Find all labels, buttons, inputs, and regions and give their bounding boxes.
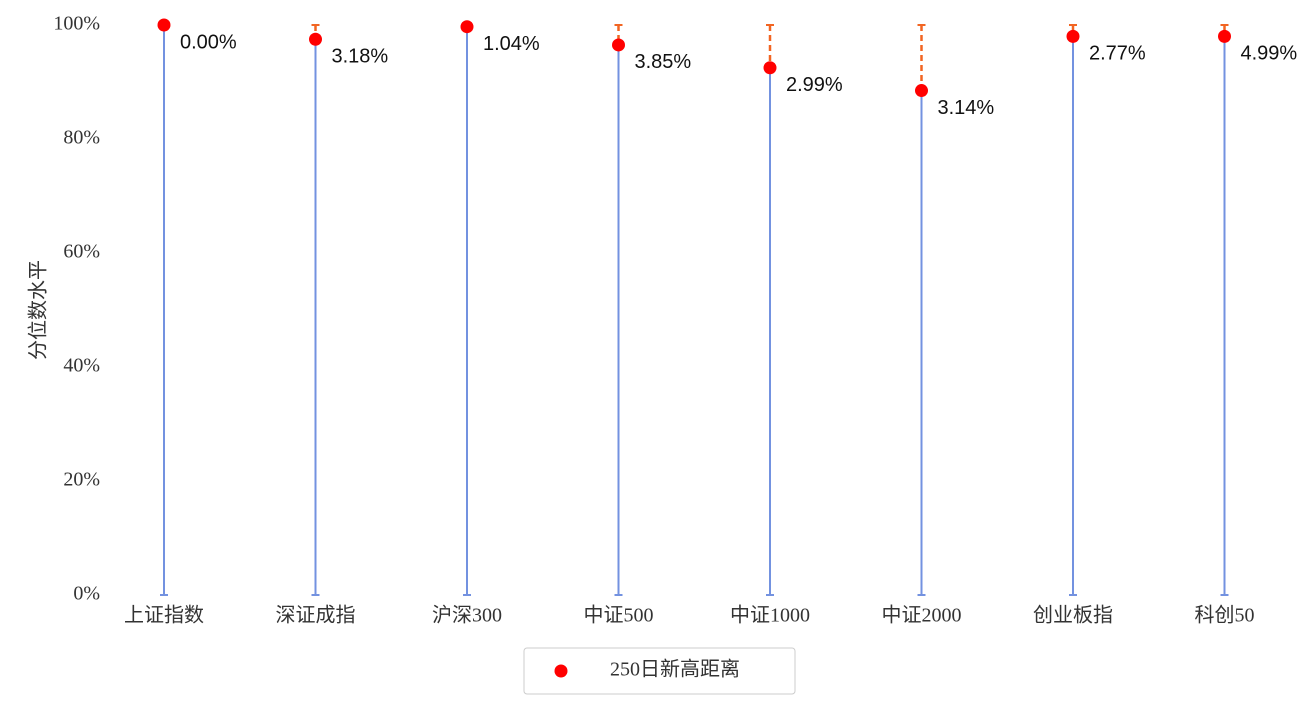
dot [612,38,625,52]
x-tick-label: 深证成指 [276,604,356,627]
x-tick-label: 科创50 [1195,604,1255,627]
point-label: 3.85% [635,51,692,73]
point-label: 0.00% [180,31,237,53]
y-tick-label: 80% [63,127,100,149]
dot [157,18,171,32]
point-label: 1.04% [483,33,540,55]
dot [1066,29,1080,43]
y-tick-label: 60% [63,241,100,263]
dot [915,84,928,98]
point-label: 2.99% [786,74,843,96]
legend-label: 250日新高距离 [610,658,740,681]
dot [1218,29,1231,43]
point-label: 3.18% [332,46,389,68]
x-tick-label: 中证500 [584,604,654,627]
legend-marker [554,664,568,678]
y-tick-label: 0% [73,583,100,605]
dot [309,32,322,46]
y-tick-label: 20% [63,469,100,491]
x-tick-label: 沪深300 [432,604,502,627]
x-tick-label: 中证1000 [730,604,810,627]
dot [763,61,777,75]
x-tick-label: 中证2000 [882,604,962,627]
y-axis-label: 分位数水平 [27,260,50,360]
y-tick-label: 100% [53,13,100,35]
x-tick-label: 创业板指 [1033,604,1113,627]
dot [460,20,474,34]
legend-box [523,647,796,695]
point-label: 3.14% [938,97,995,119]
point-label: 4.99% [1241,43,1298,65]
y-tick-label: 40% [63,355,100,377]
x-tick-label: 上证指数 [124,604,204,627]
point-label: 2.77% [1089,43,1146,65]
